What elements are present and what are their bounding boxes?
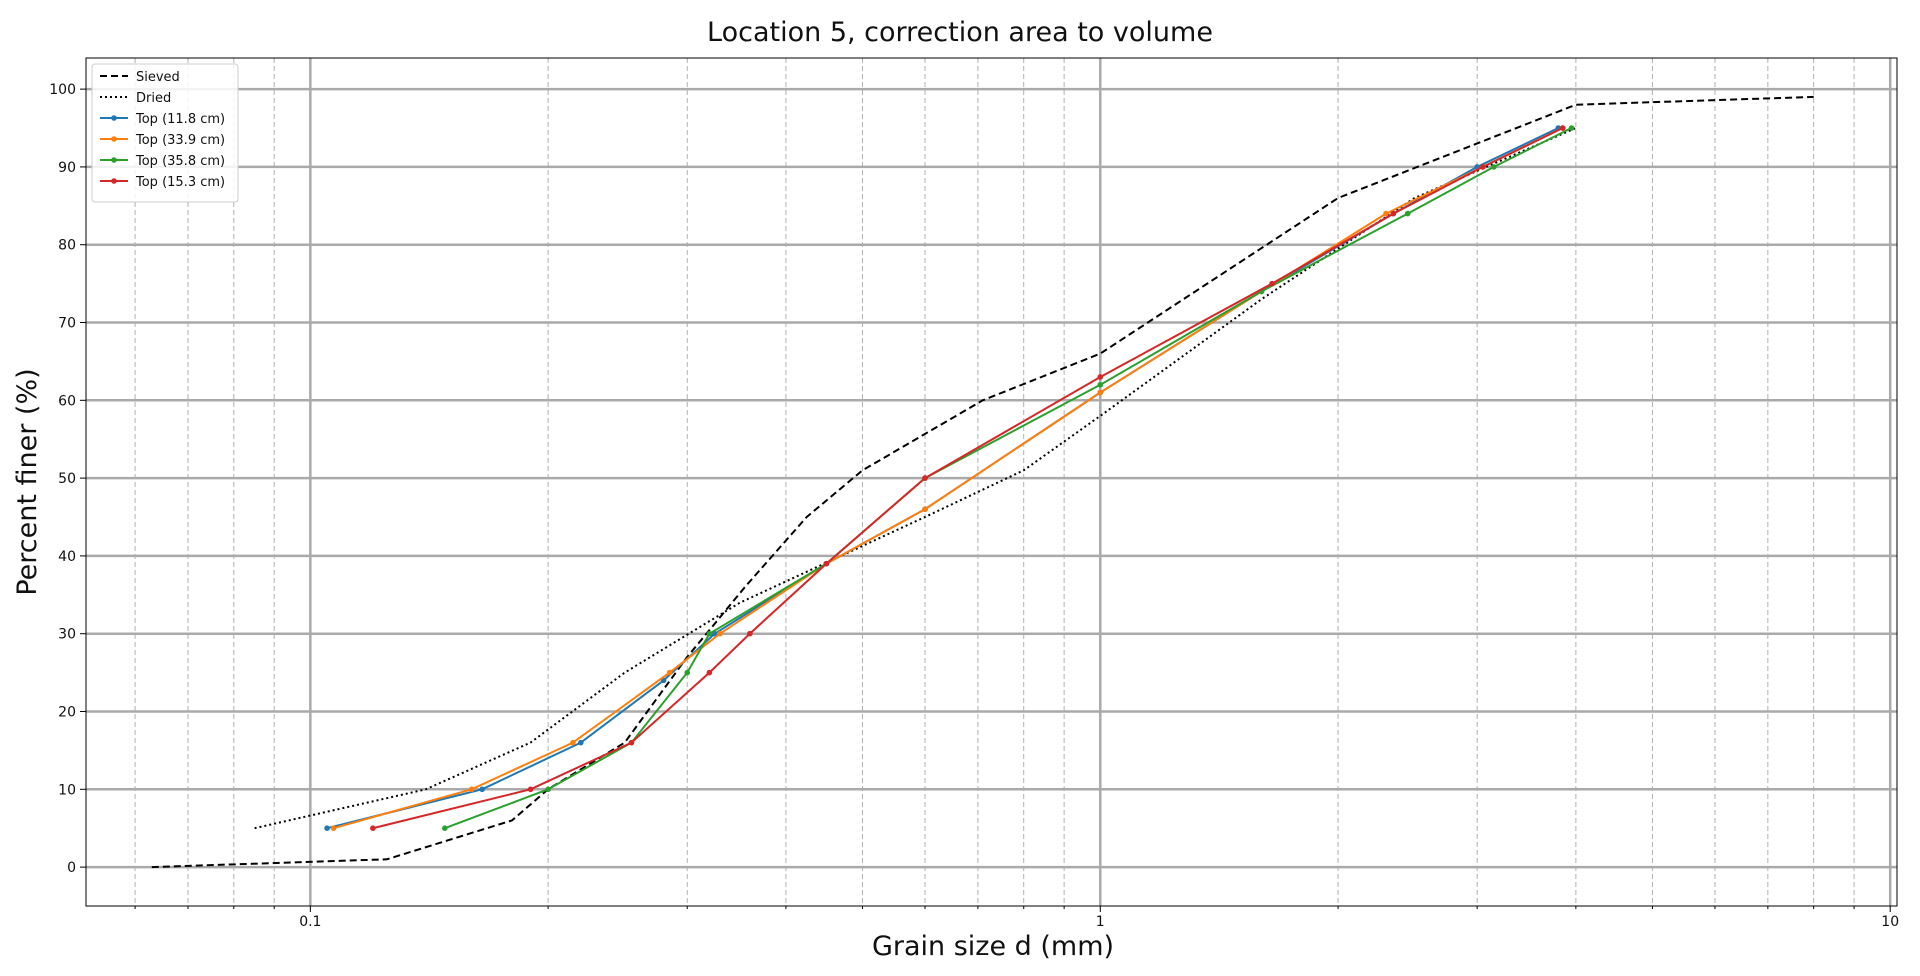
y-tick-label: 10 [58, 782, 76, 798]
y-tick-label: 20 [58, 705, 76, 721]
series-dried [254, 127, 1577, 830]
data-point [717, 630, 723, 637]
data-point [545, 786, 551, 793]
data-point [578, 739, 584, 746]
data-point [1390, 210, 1397, 217]
x-tick-label: 1 [1096, 914, 1105, 930]
legend-entry: Dried [136, 91, 171, 106]
data-point [324, 825, 330, 832]
legend-marker [111, 157, 117, 163]
legend: Sieved Dried Top (11.8 cm) Top (33.9 cm) Top… [91, 63, 239, 203]
data-point [1269, 280, 1275, 287]
legend-box [91, 63, 239, 203]
y-tick-label: 40 [58, 549, 76, 565]
legend-marker [111, 178, 117, 184]
legend-entry: Sieved [136, 70, 180, 85]
series-line-top-15-3-cm [372, 127, 1564, 830]
legend-marker [111, 136, 117, 142]
minor-grid [134, 58, 1855, 906]
chart-title: Location 5, correction area to volume [707, 17, 1213, 48]
data-point [922, 506, 928, 513]
data-point [1568, 125, 1575, 131]
legend-entry: Top (15.3 cm) [135, 175, 225, 190]
data-point [666, 669, 673, 676]
data-point [1491, 164, 1497, 170]
data-point [1097, 381, 1104, 388]
legend-entry: Top (35.8 cm) [135, 154, 225, 169]
x-tick-label: 0.1 [299, 914, 321, 930]
data-point [1097, 374, 1104, 380]
data-point [823, 560, 830, 567]
data-point [628, 739, 635, 746]
y-tick-label: 80 [58, 238, 76, 254]
data-point [706, 630, 713, 637]
y-tick-label: 0 [67, 860, 76, 876]
data-point [1559, 125, 1566, 131]
y-tick-label: 30 [58, 627, 76, 643]
y-tick-label: 50 [58, 471, 76, 487]
data-point [706, 669, 713, 676]
data-point [684, 669, 691, 676]
y-tick-label: 60 [58, 393, 76, 409]
x-tick-label: 10 [1881, 914, 1899, 930]
data-point [442, 825, 448, 832]
data-point [746, 630, 753, 637]
y-tick-label: 100 [49, 82, 76, 98]
series-layer [151, 95, 1814, 869]
data-point [468, 786, 475, 793]
series-sieved [151, 95, 1814, 869]
data-point [1097, 389, 1104, 396]
legend-entry: Top (11.8 cm) [135, 112, 225, 127]
data-point [370, 825, 376, 832]
data-point [1404, 210, 1411, 217]
major-grid [86, 58, 1897, 906]
y-tick-label: 70 [58, 316, 76, 332]
data-point [922, 475, 928, 481]
series-line-sieved [151, 95, 1814, 869]
data-point [479, 786, 485, 793]
data-point [1480, 164, 1486, 170]
x-axis-label: Grain size d (mm) [872, 931, 1114, 962]
legend-entry: Top (33.9 cm) [135, 133, 225, 148]
y-tick-label: 90 [58, 160, 76, 176]
data-point [527, 786, 534, 793]
series-line-dried [254, 127, 1577, 830]
plot-area [85, 57, 1898, 907]
series-top-15-3-cm [370, 125, 1566, 832]
y-axis-label: Percent finer (%) [12, 368, 43, 595]
series-line-top-33-9-cm [333, 127, 1564, 830]
data-point [330, 825, 337, 832]
data-point [570, 739, 576, 746]
legend-marker [111, 115, 117, 121]
data-point [1383, 210, 1389, 217]
